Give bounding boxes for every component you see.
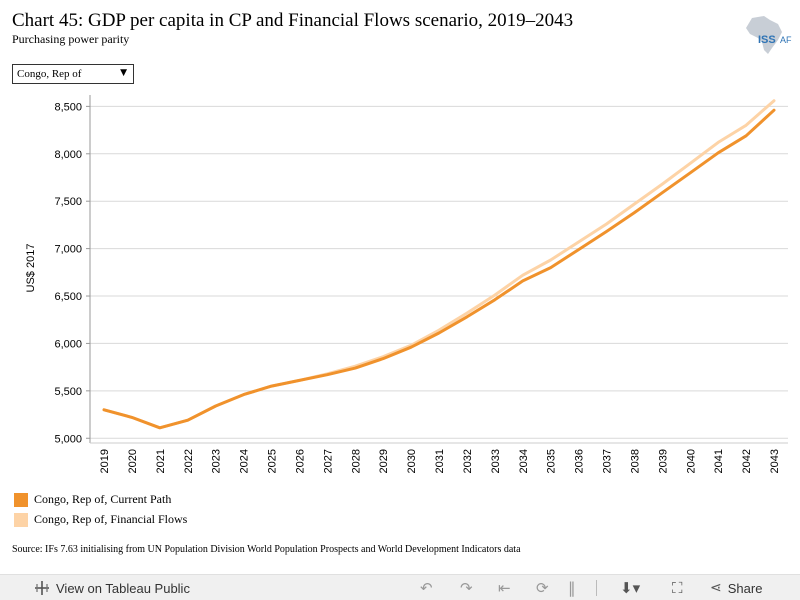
x-tick-label: 2021 xyxy=(155,449,167,473)
tableau-logo-icon xyxy=(35,581,49,595)
pause-icon[interactable]: ‖ xyxy=(568,579,576,597)
y-tick-label: 6,000 xyxy=(54,338,82,350)
chart-series-lines xyxy=(102,99,776,430)
tableau-footer-toolbar: View on Tableau Public ↶ ↷ ⇤ ⟳ ‖ ⬇▾ ⛶ ⋖ … xyxy=(0,574,800,600)
series-line-current-path[interactable] xyxy=(102,108,776,430)
logo-text-iss: ISS xyxy=(758,34,776,46)
y-axis: 5,000 5,500 6,000 6,500 7,000 7,500 8,000 8,500 xyxy=(54,95,91,445)
toolbar-divider xyxy=(596,580,597,596)
x-tick-label: 2034 xyxy=(518,449,530,473)
country-filter-dropdown[interactable]: Congo, Rep of ▼ xyxy=(12,64,134,84)
x-tick-label: 2022 xyxy=(183,449,195,473)
x-tick-label: 2026 xyxy=(294,449,306,473)
share-icon: ⋖ xyxy=(710,580,722,596)
y-tick-label: 5,500 xyxy=(54,386,82,398)
dropdown-arrow-icon[interactable]: ▼ xyxy=(120,68,127,78)
series-line-financial-flows[interactable] xyxy=(102,99,776,430)
y-tick-label: 8,500 xyxy=(54,101,82,113)
x-tick-label: 2025 xyxy=(267,449,279,473)
chart-gridlines xyxy=(90,105,788,439)
refresh-icon[interactable]: ⟳ xyxy=(536,579,549,597)
y-tick-label: 6,500 xyxy=(54,291,82,303)
source-note: Source: IFs 7.63 initialising from UN Po… xyxy=(12,544,521,555)
x-tick-label: 2042 xyxy=(741,449,753,473)
x-tick-label: 2033 xyxy=(490,449,502,473)
africa-map-icon xyxy=(746,16,782,54)
legend-label-current-path: Congo, Rep of, Current Path xyxy=(34,492,172,506)
x-tick-label: 2019 xyxy=(99,449,111,473)
x-tick-label: 2037 xyxy=(602,449,614,473)
x-tick-label: 2020 xyxy=(127,449,139,473)
legend-swatch-current-path xyxy=(14,493,28,507)
legend-item-financial-flows[interactable]: Congo, Rep of, Financial Flows xyxy=(14,512,187,532)
view-on-tableau-link[interactable]: View on Tableau Public xyxy=(34,580,190,596)
x-tick-label: 2040 xyxy=(685,449,697,473)
view-on-tableau-label: View on Tableau Public xyxy=(56,580,190,596)
legend-label-financial-flows: Congo, Rep of, Financial Flows xyxy=(34,512,188,526)
x-tick-label: 2027 xyxy=(322,449,334,473)
iss-africa-logo: ISS AF xyxy=(738,14,794,56)
legend-swatch-financial-flows xyxy=(14,513,28,527)
x-tick-label: 2043 xyxy=(769,449,781,473)
x-tick-label: 2030 xyxy=(406,449,418,473)
chart-subtitle: Purchasing power parity xyxy=(12,32,130,46)
gdp-line-chart: 5,000 5,500 6,000 6,500 7,000 7,500 8,000 8,500… xyxy=(25,95,788,473)
x-tick-label: 2024 xyxy=(239,449,251,473)
fullscreen-icon[interactable]: ⛶ xyxy=(672,579,683,597)
download-icon[interactable]: ⬇▾ xyxy=(620,579,641,597)
x-tick-label: 2028 xyxy=(350,449,362,473)
redo-icon[interactable]: ↷ xyxy=(460,579,473,597)
x-tick-label: 2023 xyxy=(211,449,223,473)
logo-text-af: AF xyxy=(780,35,792,45)
x-tick-label: 2029 xyxy=(378,449,390,473)
undo-icon[interactable]: ↶ xyxy=(420,579,433,597)
revert-icon[interactable]: ⇤ xyxy=(498,579,511,597)
x-tick-label: 2032 xyxy=(462,449,474,473)
chart-legend: Congo, Rep of, Current Path Congo, Rep o… xyxy=(14,492,187,532)
y-axis-label: US$ 2017 xyxy=(25,244,37,293)
x-tick-label: 2041 xyxy=(713,449,725,473)
x-tick-label: 2036 xyxy=(574,449,586,473)
x-tick-label: 2031 xyxy=(434,449,446,473)
x-tick-label: 2039 xyxy=(657,449,669,473)
chart-title: Chart 45: GDP per capita in CP and Finan… xyxy=(12,10,574,31)
y-tick-label: 7,500 xyxy=(54,196,82,208)
x-axis: 2019 2020 2021 2022 2023 2024 2025 2026 2027 2028… xyxy=(90,442,788,473)
share-button[interactable]: ⋖ Share xyxy=(710,580,762,596)
legend-item-current-path[interactable]: Congo, Rep of, Current Path xyxy=(14,492,187,512)
x-tick-label: 2035 xyxy=(546,449,558,473)
x-tick-label: 2038 xyxy=(629,449,641,473)
y-tick-label: 8,000 xyxy=(54,149,82,161)
share-label: Share xyxy=(727,580,763,596)
y-tick-label: 7,000 xyxy=(54,244,82,256)
y-tick-label: 5,000 xyxy=(54,433,82,445)
country-filter-value: Congo, Rep of xyxy=(17,68,82,80)
